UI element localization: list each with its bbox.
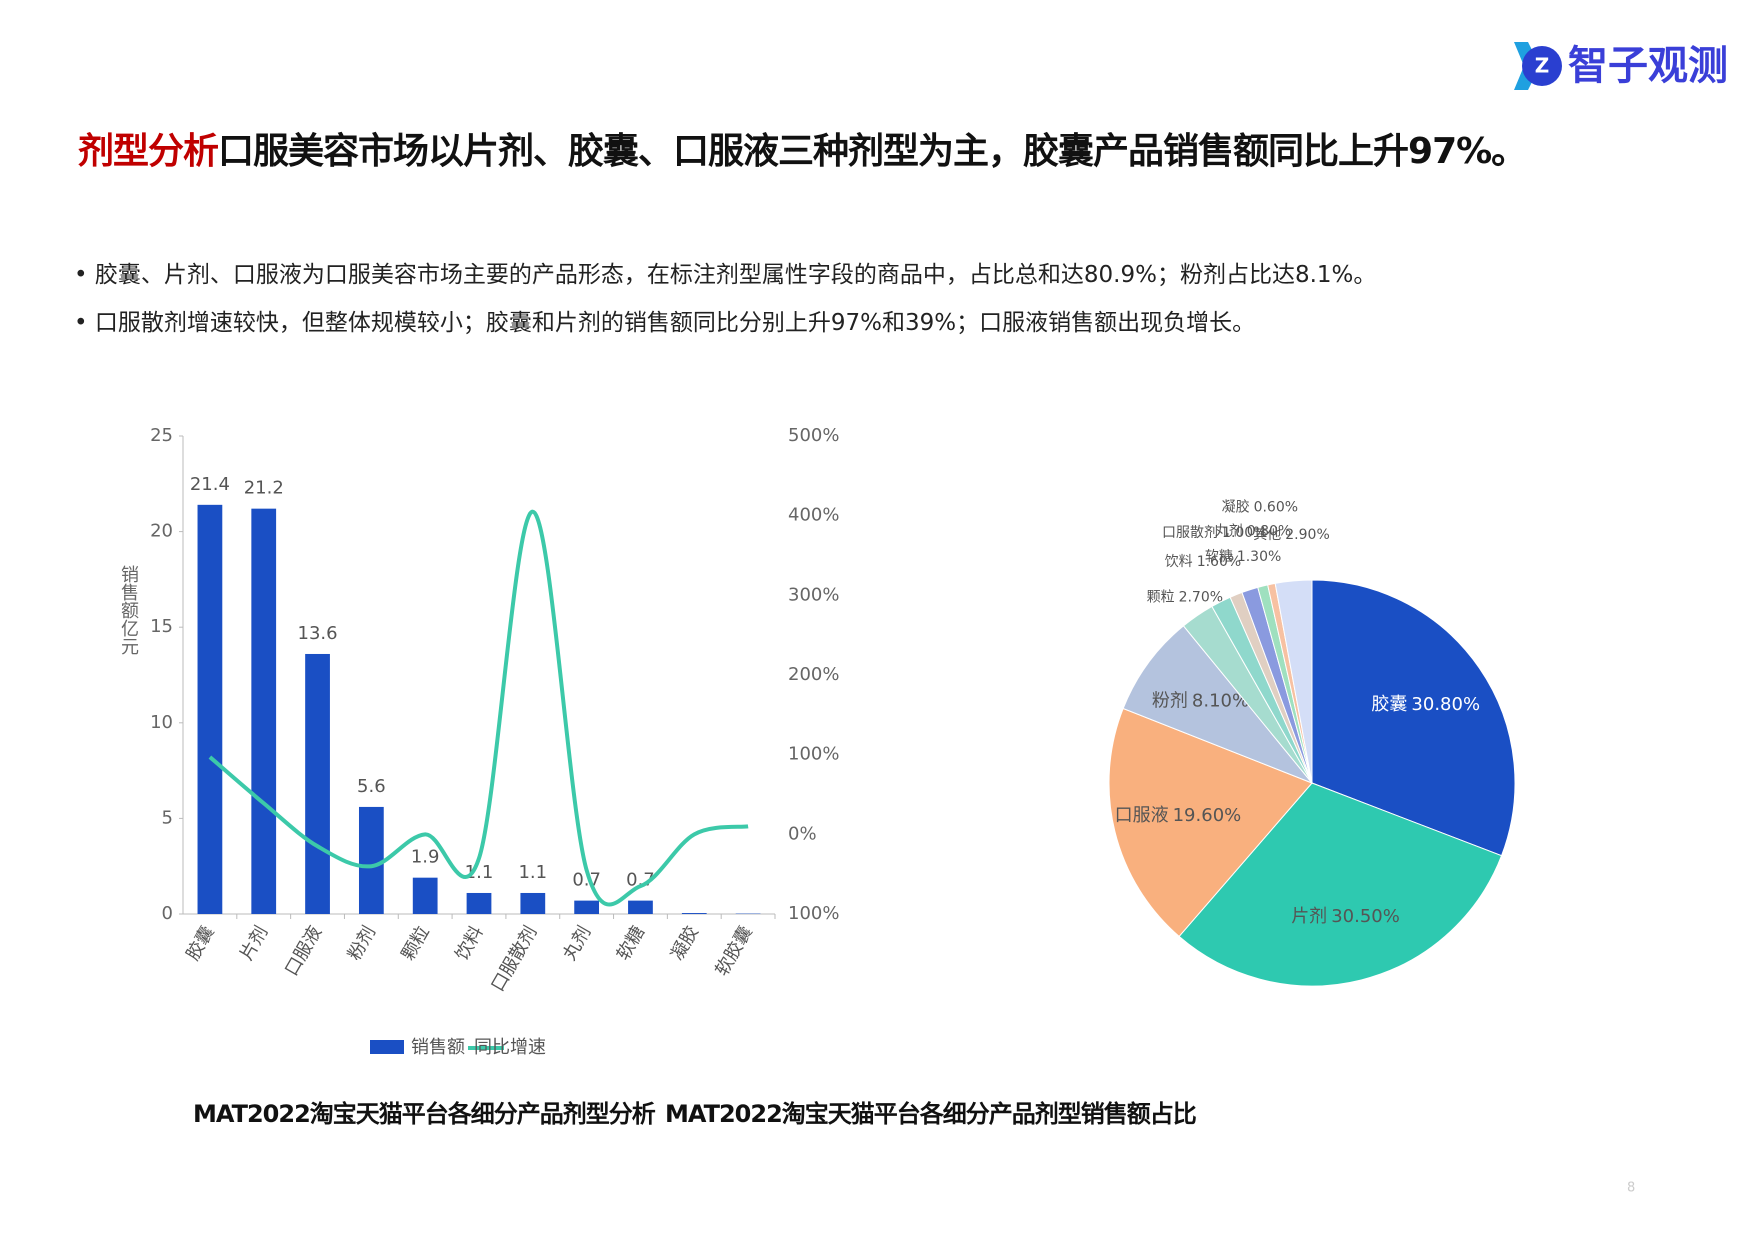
bullet: 口服散剂增速较快，但整体规模较小；胶囊和片剂的销售额同比分别上升97%和39%；…: [74, 303, 1255, 337]
pie-label-value: 1.60%: [1197, 554, 1241, 570]
y2-tick-label: 100%: [788, 744, 839, 765]
pie-label-name: 饮料: [1165, 554, 1193, 570]
y2-tick-label: 400%: [788, 505, 839, 526]
page-number: 8: [1627, 1181, 1635, 1196]
y2-tick-label: 500%: [788, 425, 839, 446]
x-tick-label: 片剂: [236, 923, 272, 965]
pie-label-name: 口服液: [1115, 805, 1169, 826]
bar: [197, 504, 223, 914]
x-tick-label: 口服散剂: [487, 923, 541, 996]
bar: [466, 892, 492, 914]
pie-label-name: 胶囊: [1371, 694, 1407, 715]
pie-label: 片剂 30.50%: [1291, 906, 1400, 927]
pie-label: 口服散剂 1.00%: [1162, 525, 1266, 541]
pie-label-name: 口服散剂: [1162, 525, 1218, 541]
x-tick-label: 胶囊: [182, 923, 218, 965]
logo-circle: [1522, 46, 1562, 86]
pie-label-name: 其他: [1253, 527, 1281, 543]
pie-label-name: 片剂: [1291, 906, 1327, 927]
bar-value-label: 1.1: [465, 862, 494, 883]
pie-label: 凝胶 0.60%: [1222, 498, 1298, 515]
bar-value-label: 21.4: [190, 474, 230, 495]
growth-line: [208, 509, 749, 907]
pie-label: 口服液 19.60%: [1115, 805, 1242, 826]
y2-tick-label: 100%: [788, 903, 839, 924]
bar: [681, 913, 707, 914]
y-tick-label: 0: [162, 903, 173, 924]
x-tick-label: 饮料: [451, 923, 487, 965]
pie-label-value: 30.50%: [1331, 906, 1400, 927]
pie-label-value: 8.10%: [1192, 691, 1249, 712]
bar-value-label: 1.9: [411, 847, 440, 868]
legend-label: 同比增速: [474, 1037, 546, 1058]
logo-mark: Z: [1535, 54, 1550, 78]
x-tick-label: 凝胶: [667, 923, 703, 965]
bar: [628, 900, 653, 914]
pie-slice: [1274, 579, 1313, 784]
x-tick-label: 丸剂: [559, 923, 595, 965]
bar: [251, 508, 277, 914]
pie-label-value: 30.80%: [1411, 694, 1480, 715]
y2-tick-label: 200%: [788, 664, 839, 685]
y2-tick-label: 300%: [788, 584, 839, 605]
bullet: 胶囊、片剂、口服液为口服美容市场主要的产品形态，在标注剂型属性字段的商品中，占比…: [74, 255, 1377, 289]
bar: [412, 877, 438, 914]
bar: [358, 806, 384, 914]
x-tick-label: 口服液: [281, 923, 326, 980]
bar-value-label: 21.2: [244, 478, 284, 499]
y-tick-label: 10: [150, 712, 173, 733]
x-tick-label: 粉剂: [344, 923, 380, 965]
pie-label-value: 2.70%: [1179, 589, 1223, 605]
heading-highlight: 剂型分析: [78, 131, 219, 172]
bar-value-label: 0.7: [626, 870, 655, 891]
pie-slice: [1311, 579, 1516, 857]
y2-tick-label: 0%: [788, 823, 817, 844]
pie-label: 颗粒 2.70%: [1147, 589, 1223, 605]
pie-slice: [1122, 625, 1314, 785]
pie-label: 丸剂 0.80%: [1215, 523, 1291, 539]
logo-text: 智子观测: [1568, 43, 1728, 89]
x-tick-label: 软糖: [613, 923, 649, 965]
pie-slice: [1178, 782, 1503, 987]
pie-label-value: 1.30%: [1237, 549, 1281, 565]
pie-label: 其他 2.90%: [1253, 527, 1329, 543]
pie-label-value: 0.60%: [1254, 499, 1298, 515]
bar: [520, 892, 546, 914]
heading-text: 口服美容市场以片剂、胶囊、口服液三种剂型为主，胶囊产品销售额同比上升97%。: [218, 131, 1527, 172]
bar-value-label: 5.6: [357, 776, 386, 797]
pie-label: 软糖 1.30%: [1205, 549, 1281, 565]
bar-value-label: 1.1: [518, 862, 547, 883]
pie-label-name: 凝胶: [1222, 498, 1250, 515]
logo: Z 智子观测: [1514, 42, 1728, 90]
pie-label-value: 19.60%: [1173, 805, 1242, 826]
x-tick-label: 颗粒: [398, 923, 434, 965]
pie-label-name: 颗粒: [1147, 589, 1175, 605]
pie-label-value: 0.80%: [1247, 523, 1291, 539]
pie-label-name: 粉剂: [1152, 691, 1188, 712]
pie-label-name: 丸剂: [1215, 523, 1243, 539]
pie-label-value: 2.90%: [1285, 527, 1329, 543]
pie-slice: [1108, 707, 1313, 938]
y-tick-label: 5: [162, 807, 173, 828]
legend-swatch: [370, 1040, 404, 1054]
pie-label-value: 1.00%: [1222, 525, 1266, 541]
chart-title: MAT2022淘宝天猫平台各细分产品剂型销售额占比: [665, 1100, 1197, 1128]
bar: [305, 653, 330, 914]
x-tick-label: 软胶囊: [712, 923, 757, 980]
bar-value-label: 13.6: [298, 623, 338, 644]
pie-label: 粉剂 8.10%: [1152, 691, 1249, 712]
bar: [574, 900, 600, 914]
pie-label: 胶囊 30.80%: [1371, 694, 1480, 715]
pie-label: 饮料 1.60%: [1165, 554, 1241, 570]
chart-title: MAT2022淘宝天猫平台各细分产品剂型分析: [193, 1100, 656, 1128]
legend-label: 销售额: [411, 1037, 465, 1058]
y-axis-label: 销售额亿元: [118, 565, 139, 655]
y-tick-label: 20: [150, 521, 173, 542]
y-tick-label: 25: [150, 425, 173, 446]
pie-label-name: 软糖: [1205, 549, 1233, 565]
y-tick-label: 15: [150, 616, 173, 637]
heading: 剂型分析口服美容市场以片剂、胶囊、口服液三种剂型为主，胶囊产品销售额同比上升97…: [78, 122, 1527, 174]
